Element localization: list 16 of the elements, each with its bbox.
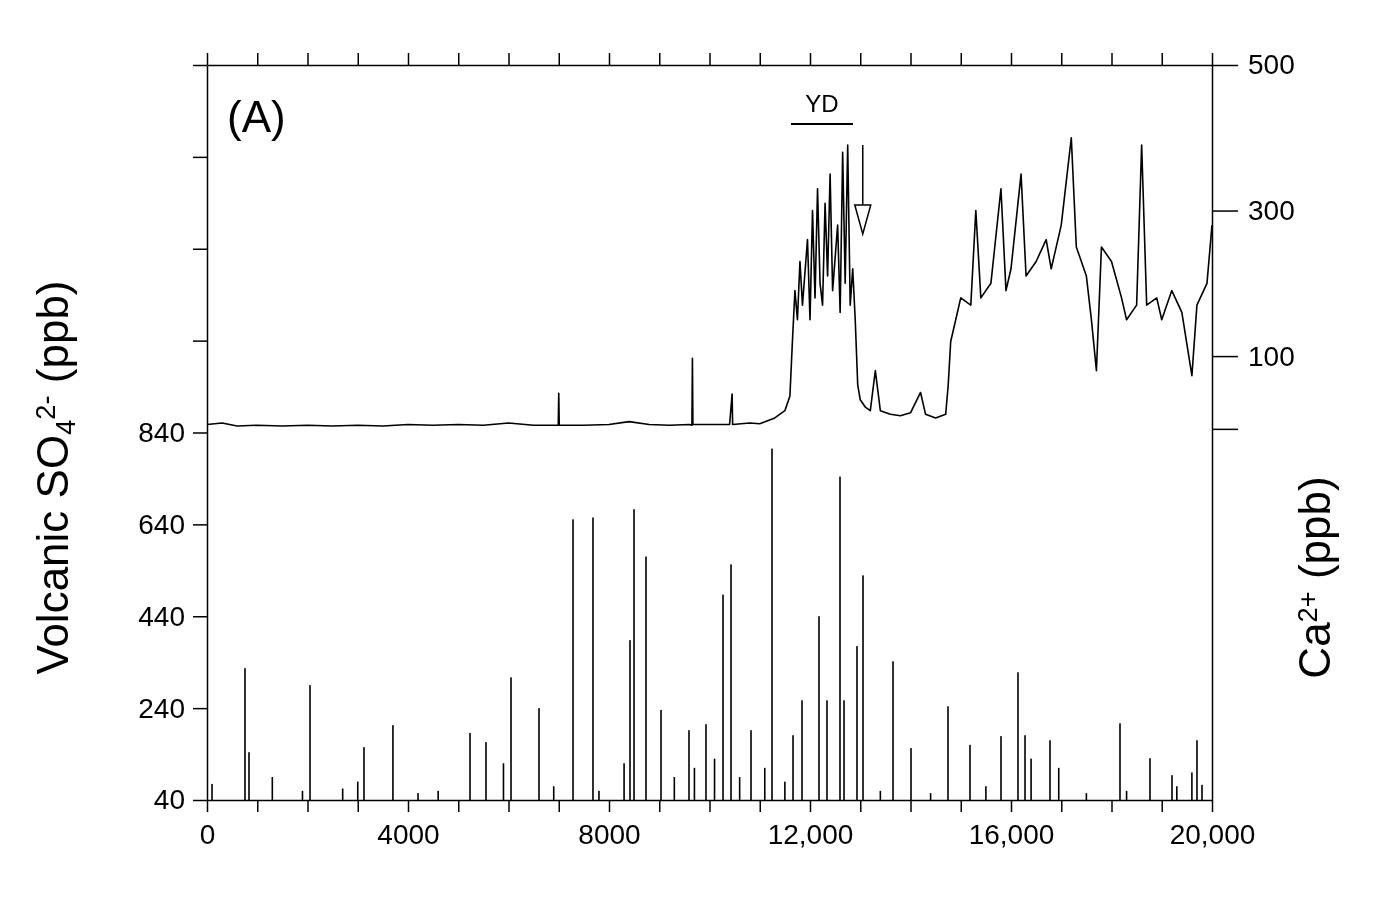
y2-tick-label: 100 <box>1248 340 1295 372</box>
x-tick-label: 0 <box>199 818 216 850</box>
annotation: YD <box>805 90 839 117</box>
y-tick-label: 240 <box>138 692 185 724</box>
x-tick-label: 20,000 <box>1169 818 1256 850</box>
annotation: (A) <box>227 92 286 141</box>
y-tick-label: 840 <box>138 416 185 448</box>
y2-tick-label: 500 <box>1248 49 1295 81</box>
x-tick-label: 12,000 <box>767 818 854 850</box>
y-tick-label: 640 <box>138 508 185 540</box>
y-tick-label: 40 <box>153 784 185 816</box>
x-tick-label: 8000 <box>578 818 641 850</box>
y2-tick-label: 300 <box>1248 195 1295 226</box>
x-tick-label: 4000 <box>377 818 440 850</box>
x-tick-label: 16,000 <box>968 818 1055 850</box>
y-tick-label: 440 <box>138 600 185 632</box>
